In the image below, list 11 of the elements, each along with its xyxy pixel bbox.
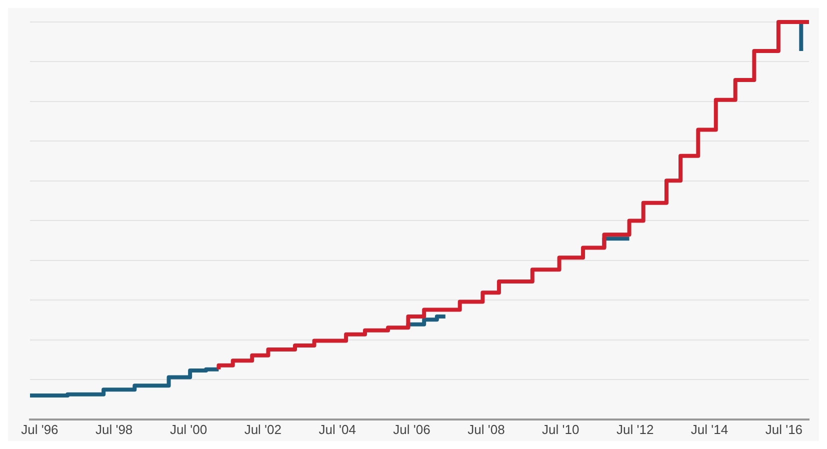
x-tick-label: Jul '02	[244, 422, 282, 437]
x-tick-label: Jul '08	[468, 422, 505, 437]
x-tick-label: Jul '12	[616, 422, 654, 437]
x-tick-label: Jul '00	[170, 422, 208, 437]
x-tick-label: Jul '10	[542, 422, 580, 437]
x-tick-label: Jul '98	[95, 422, 133, 437]
x-tick-label: Jul '04	[318, 422, 356, 437]
x-tick-label: Jul '06	[393, 422, 430, 437]
x-tick-label: Jul '96	[21, 422, 58, 437]
x-tick-label: Jul '14	[690, 422, 728, 437]
x-tick-label: Jul '16	[765, 422, 803, 437]
